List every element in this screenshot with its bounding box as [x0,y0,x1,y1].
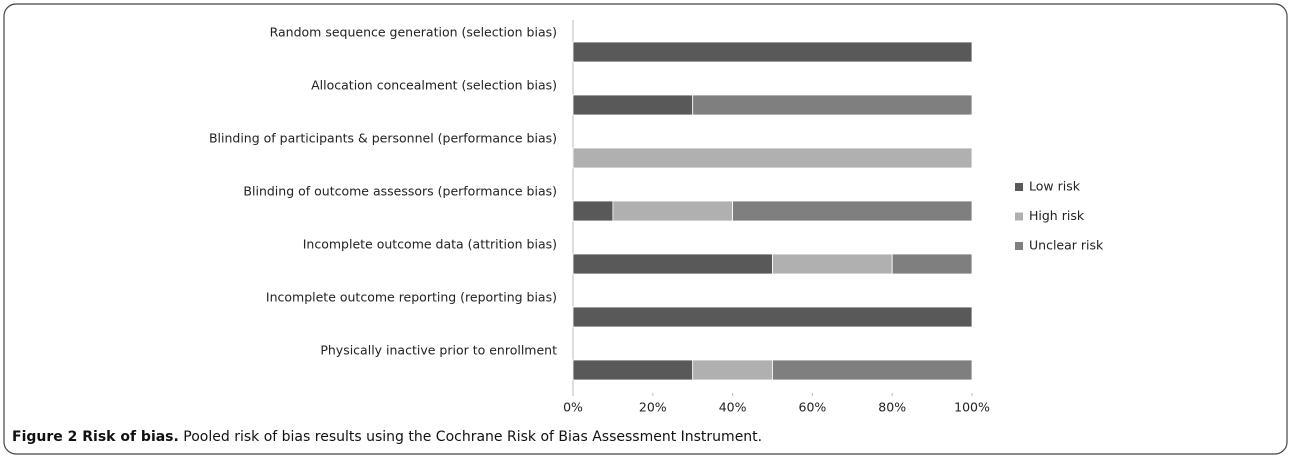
caption-label: Figure 2 Risk of bias. [12,429,179,445]
category-label: Incomplete outcome data (attrition bias) [303,237,557,252]
bar-segment [692,94,973,116]
x-tick-label: 80% [878,400,906,415]
legend-label: Low risk [1029,179,1081,194]
frame [3,3,1288,455]
caption: Figure 2 Risk of bias. Pooled risk of bi… [12,429,762,445]
bar-segment [572,200,614,222]
legend-label: Unclear risk [1029,238,1104,253]
category-label: Allocation concealment (selection bias) [311,78,557,93]
x-tick-label: 20% [639,400,667,415]
bar-segment [612,200,734,222]
x-tick-label: 40% [719,400,747,415]
bar-segment [692,359,773,381]
category-label: Physically inactive prior to enrollment [320,343,557,358]
bar-segment [772,253,893,275]
bar-segment [572,359,694,381]
bar-segment [732,200,973,222]
x-tick-label: 100% [954,400,990,415]
x-tick-label: 0% [563,400,583,415]
bar-segment [572,147,973,169]
bar-segment [572,41,973,63]
legend-swatch [1015,183,1023,191]
caption-text: Pooled risk of bias results using the Co… [183,429,762,445]
bar-segment [572,306,973,328]
legend-label: High risk [1029,208,1085,223]
bar-segment [572,253,773,275]
category-label: Blinding of participants & personnel (pe… [209,131,557,146]
category-label: Incomplete outcome reporting (reporting … [266,290,557,305]
bar-segment [772,359,973,381]
category-label: Random sequence generation (selection bi… [270,25,557,40]
category-label: Blinding of outcome assessors (performan… [243,184,557,199]
bar-segment [891,253,973,275]
bar-segment [572,94,694,116]
x-tick-label: 60% [799,400,827,415]
legend-swatch [1015,212,1023,221]
legend-swatch [1015,242,1023,250]
